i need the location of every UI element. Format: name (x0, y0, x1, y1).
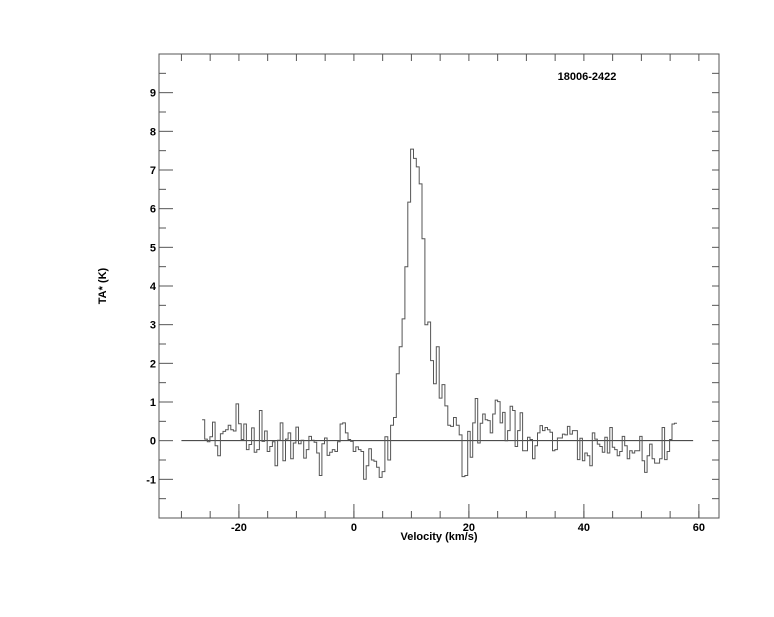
x-tick-label: 60 (693, 522, 705, 534)
x-tick-label: 20 (463, 522, 475, 534)
plot-frame (158, 53, 720, 519)
x-tick-label: 0 (351, 522, 357, 534)
y-tick-label: 8 (150, 126, 156, 138)
y-tick-label: -1 (146, 474, 156, 486)
chart-title: 18006-2422 (558, 71, 617, 83)
y-tick-label: 4 (150, 281, 157, 293)
x-tick-label: -20 (231, 522, 247, 534)
y-tick-label: 0 (150, 436, 156, 448)
y-axis-label: TA* (K) (97, 267, 109, 304)
spectrum-series (202, 148, 677, 480)
y-tick-label: 2 (150, 358, 156, 370)
y-tick-label: 9 (150, 88, 156, 100)
y-tick-label: 6 (150, 204, 156, 216)
axis-ticks (159, 54, 719, 518)
y-tick-label: 7 (150, 165, 156, 177)
y-tick-label: 1 (150, 397, 156, 409)
x-axis-label: Velocity (km/s) (400, 531, 477, 543)
y-tick-label: 5 (150, 242, 156, 254)
y-tick-label: 3 (150, 320, 156, 332)
x-tick-label: 40 (578, 522, 590, 534)
tick-labels: -20 0 20 40 60 -1 0 1 2 3 4 5 6 7 8 9 (146, 88, 705, 534)
